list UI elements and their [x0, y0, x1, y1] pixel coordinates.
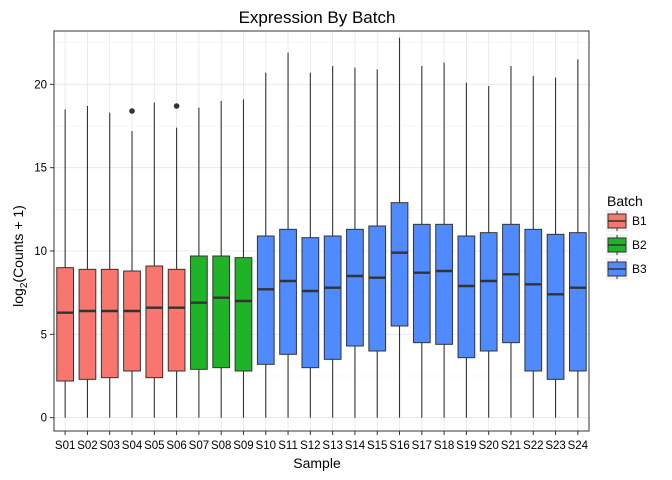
x-tick-label: S09 [233, 440, 253, 452]
box-s16 [390, 37, 409, 418]
box-iqr [256, 235, 275, 365]
box-iqr [524, 228, 543, 372]
chart-title: Expression By Batch [239, 8, 396, 27]
y-axis-title-subscript: 2 [19, 282, 30, 288]
box-iqr [368, 225, 387, 352]
box-iqr [123, 270, 141, 372]
y-tick-label: 5 [41, 329, 47, 341]
y-axis-title-suffix: (Counts + 1) [10, 205, 26, 282]
box-iqr [412, 223, 431, 344]
y-axis: 0 5 10 15 20 [34, 79, 54, 425]
box-iqr [546, 233, 565, 380]
x-tick-label: S12 [300, 440, 320, 452]
box-s02 [78, 106, 97, 418]
box-iqr [568, 232, 587, 372]
x-tick-label: S05 [144, 440, 164, 452]
x-tick-label: S14 [345, 440, 366, 452]
plot-border [53, 30, 590, 432]
outlier-point [173, 103, 180, 109]
legend: Batch B1 B2 B3 [606, 193, 647, 280]
x-tick-label: S03 [99, 440, 119, 452]
x-tick-label: S18 [434, 440, 454, 452]
x-tick-label: S11 [278, 440, 298, 452]
box-iqr [190, 255, 208, 370]
box-s22 [524, 76, 543, 418]
x-tick-label: S10 [256, 440, 276, 452]
box-iqr [100, 268, 119, 379]
box-s03 [100, 112, 119, 418]
box-iqr [502, 223, 520, 344]
box-iqr [390, 202, 409, 327]
box-s15 [368, 69, 387, 418]
box-s05 [145, 102, 164, 418]
box-s23 [546, 77, 565, 418]
box-iqr [145, 265, 164, 379]
box-s09 [234, 99, 253, 418]
x-tick-label: S08 [211, 440, 231, 452]
x-tick-label: S13 [322, 440, 342, 452]
x-tick-label: S17 [412, 440, 432, 452]
x-tick-label: S02 [77, 440, 97, 452]
box-s18 [435, 62, 453, 418]
box-s20 [479, 86, 498, 418]
box-s01 [56, 109, 75, 418]
x-tick-label: S23 [545, 440, 565, 452]
x-tick-label: S01 [55, 440, 75, 452]
x-tick-label: S06 [166, 440, 186, 452]
box-iqr [435, 223, 453, 345]
x-tick-label: S24 [568, 440, 589, 452]
x-tick-label: S22 [523, 440, 543, 452]
box-series [56, 37, 587, 418]
box-s17 [412, 66, 431, 418]
x-tick-label: S07 [189, 440, 209, 452]
plot-panel [54, 31, 589, 431]
legend-label-b1: B1 [632, 214, 647, 228]
x-tick-label: S04 [122, 440, 143, 452]
box-s19 [457, 82, 476, 418]
x-tick-label: S19 [456, 440, 476, 452]
box-s10 [256, 72, 275, 418]
box-s07 [190, 107, 208, 418]
y-tick-label: 0 [41, 413, 47, 425]
box-s14 [346, 67, 364, 418]
box-iqr [234, 257, 253, 372]
box-s04 [123, 108, 141, 418]
box-s24 [568, 59, 587, 418]
y-axis-title-prefix: log [10, 288, 26, 307]
box-s08 [212, 101, 231, 418]
box-iqr [457, 235, 476, 359]
box-s21 [502, 66, 520, 418]
box-iqr [78, 268, 97, 380]
box-iqr [167, 268, 186, 372]
box-iqr [56, 267, 75, 382]
box-iqr [346, 228, 364, 347]
x-tick-label: S15 [367, 440, 387, 452]
outlier-point [129, 108, 135, 114]
y-tick-label: 15 [34, 163, 47, 175]
box-s12 [301, 72, 320, 418]
x-tick-label: S16 [389, 440, 409, 452]
x-tick-label: S20 [478, 440, 498, 452]
box-iqr [279, 228, 297, 355]
box-iqr [212, 255, 231, 369]
box-s13 [323, 66, 342, 418]
legend-label-b2: B2 [632, 238, 647, 252]
x-axis: S01 S02 S03 S04 S05 S06 S07 S08 S09 S10 S11 S12 S13 S… [55, 431, 589, 452]
box-iqr [301, 237, 320, 369]
legend-title: Batch [607, 193, 643, 209]
x-tick-label: S21 [501, 440, 521, 452]
y-tick-label: 20 [34, 79, 47, 91]
y-tick-label: 10 [34, 246, 47, 258]
x-axis-title: Sample [293, 455, 341, 471]
box-s06 [167, 103, 186, 418]
legend-label-b3: B3 [632, 262, 647, 276]
box-iqr [479, 232, 498, 352]
y-axis-title: log2(Counts + 1) [10, 205, 30, 307]
box-s11 [279, 52, 297, 418]
box-iqr [323, 235, 342, 360]
